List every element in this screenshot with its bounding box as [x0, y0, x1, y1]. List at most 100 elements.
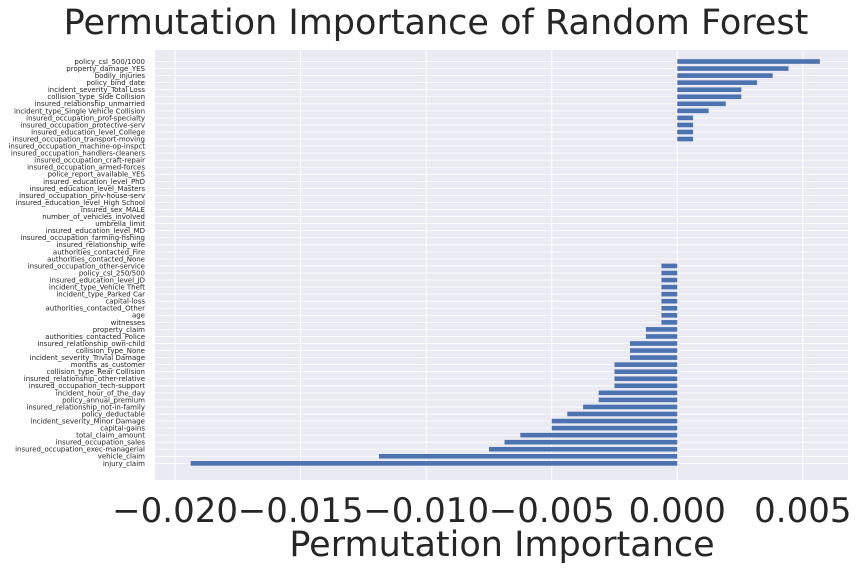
y-tick-label: authorities_contacted_Fire [53, 248, 145, 256]
horizontal-grid [155, 61, 848, 464]
y-tick-label: insured_education_level_MD [46, 227, 145, 235]
bar [520, 432, 678, 438]
bar [677, 94, 742, 100]
y-tick-label: insured_occupation_handlers-cleaners [11, 150, 145, 158]
x-axis-label: Permutation Importance [289, 525, 714, 565]
x-tick-label: −0.015 [238, 491, 364, 531]
y-tick-label: total_claim_amount [76, 432, 145, 440]
y-tick-label: incident_type_Vehicle Theft [49, 284, 145, 292]
y-tick-label: insured_sex_MALE [81, 206, 145, 214]
y-tick-label: policy_csl_500/1000 [74, 58, 145, 66]
y-tick-label: insured_relationship_own-child [37, 340, 145, 348]
bar [677, 87, 742, 92]
bar [504, 439, 678, 445]
y-tick-label: umbrella_limit [95, 220, 145, 228]
plot-background [155, 50, 848, 480]
x-tick-label: 0.000 [629, 491, 726, 531]
bar [661, 263, 678, 269]
y-tick-label: authorities_contacted_Other [46, 305, 146, 313]
bar [598, 390, 678, 396]
y-tick-label: incident_severity_Minor Damage [30, 417, 145, 425]
bar [661, 313, 678, 318]
y-tick-label: incident_severity_Total Loss [48, 86, 145, 94]
y-tick-label: policy_deductable [82, 410, 145, 418]
y-tick-label: collision_type_Side Collision [47, 93, 145, 101]
y-tick-label: authorities_contacted_None [47, 255, 145, 263]
bar [645, 334, 678, 339]
bar [677, 108, 709, 114]
bar [614, 376, 678, 382]
x-tick-label: 0.005 [754, 491, 851, 531]
y-tick-label: insured_education_level_High School [16, 199, 145, 207]
bar [190, 461, 678, 466]
y-tick-label: bodily_injuries [95, 72, 146, 80]
y-tick-label: collision_type_None [76, 347, 145, 355]
bar [630, 355, 678, 360]
bar [661, 298, 678, 304]
y-tick-label: insured_relationship_unmarried [35, 100, 145, 108]
y-tick-label: insured_education_level_JD [50, 276, 145, 284]
y-tick-label: property_claim [93, 326, 145, 334]
bar [567, 411, 678, 417]
y-tick-label: insured_relationship_not-in-family [26, 403, 145, 411]
y-tick-label: insured_relationship_other-relative [24, 375, 145, 383]
bar [488, 446, 678, 452]
y-tick-label: insured_education_level_Masters [30, 185, 146, 193]
y-tick-label: age [132, 312, 145, 320]
bar [677, 136, 694, 142]
y-tick-label: incident_type_Parked Car [56, 291, 145, 299]
y-tick-label: capital-loss [105, 298, 145, 306]
bar [551, 425, 678, 431]
y-tick-label: number_of_vehicles_involved [42, 213, 145, 221]
y-tick-label: policy_csl_250/500 [79, 269, 145, 277]
bars [190, 59, 820, 466]
bar [677, 122, 694, 128]
y-tick-label: insured_occupation_exec-managerial [15, 446, 145, 454]
y-tick-label: property_damage_YES [66, 65, 145, 73]
y-tick-label: vehicle_claim [98, 453, 145, 461]
bar [677, 66, 789, 71]
bar [551, 418, 678, 424]
x-tick-label: −0.005 [489, 491, 615, 531]
y-tick-label: insured_education_level_PhD [43, 178, 145, 186]
y-tick-label: incident_severity_Trivial Damage [30, 354, 145, 362]
y-tick-label: insured_occupation_armed-forces [27, 164, 145, 172]
y-tick-label: insured_occupation_transport-moving [13, 135, 145, 143]
bar [677, 115, 694, 121]
bar [677, 129, 694, 135]
y-tick-label: policy_bind_date [86, 79, 145, 87]
y-tick-label: insured_education_level_College [31, 128, 145, 136]
bar [614, 362, 678, 367]
y-tick-label: injury_claim [103, 460, 145, 468]
y-tick-labels: policy_csl_500/1000property_damage_YESbo… [8, 58, 145, 468]
y-tick-label: insured_occupation_craft-repair [34, 157, 145, 165]
y-tick-label: incident_type_Single Vehicle Collision [14, 107, 145, 115]
y-tick-label: insured_occupation_farming-fishing [21, 234, 146, 242]
bar [378, 454, 678, 459]
y-tick-label: collision_type_Rear Collision [47, 368, 145, 376]
chart-title: Permutation Importance of Random Forest [64, 3, 809, 43]
y-tick-label: insured_occupation_sales [56, 439, 146, 447]
bar [677, 59, 820, 64]
x-tick-label: −0.020 [112, 491, 238, 531]
bar [614, 383, 678, 389]
y-tick-label: police_report_available_YES [48, 171, 146, 179]
y-tick-label: authorities_contacted_Police [45, 333, 145, 341]
y-tick-label: insured_relationship_wife [56, 241, 145, 249]
bar [661, 291, 678, 297]
bar [630, 348, 678, 353]
bar [645, 327, 678, 332]
bar [677, 80, 758, 85]
bar [661, 320, 678, 325]
bar [630, 341, 678, 346]
y-tick-label: insured_occupation_prof-specialty [26, 114, 145, 122]
y-tick-label: capital-gains [100, 425, 145, 433]
y-tick-label: insured_occupation_other-service [28, 262, 145, 270]
bar [677, 101, 726, 107]
bar [598, 397, 678, 403]
y-tick-label: insured_occupation_tech-support [29, 382, 145, 390]
y-tick-label: insured_occupation_protective-serv [21, 121, 146, 129]
x-tick-label: −0.010 [363, 491, 489, 531]
y-tick-label: policy_annual_premium [62, 396, 145, 404]
